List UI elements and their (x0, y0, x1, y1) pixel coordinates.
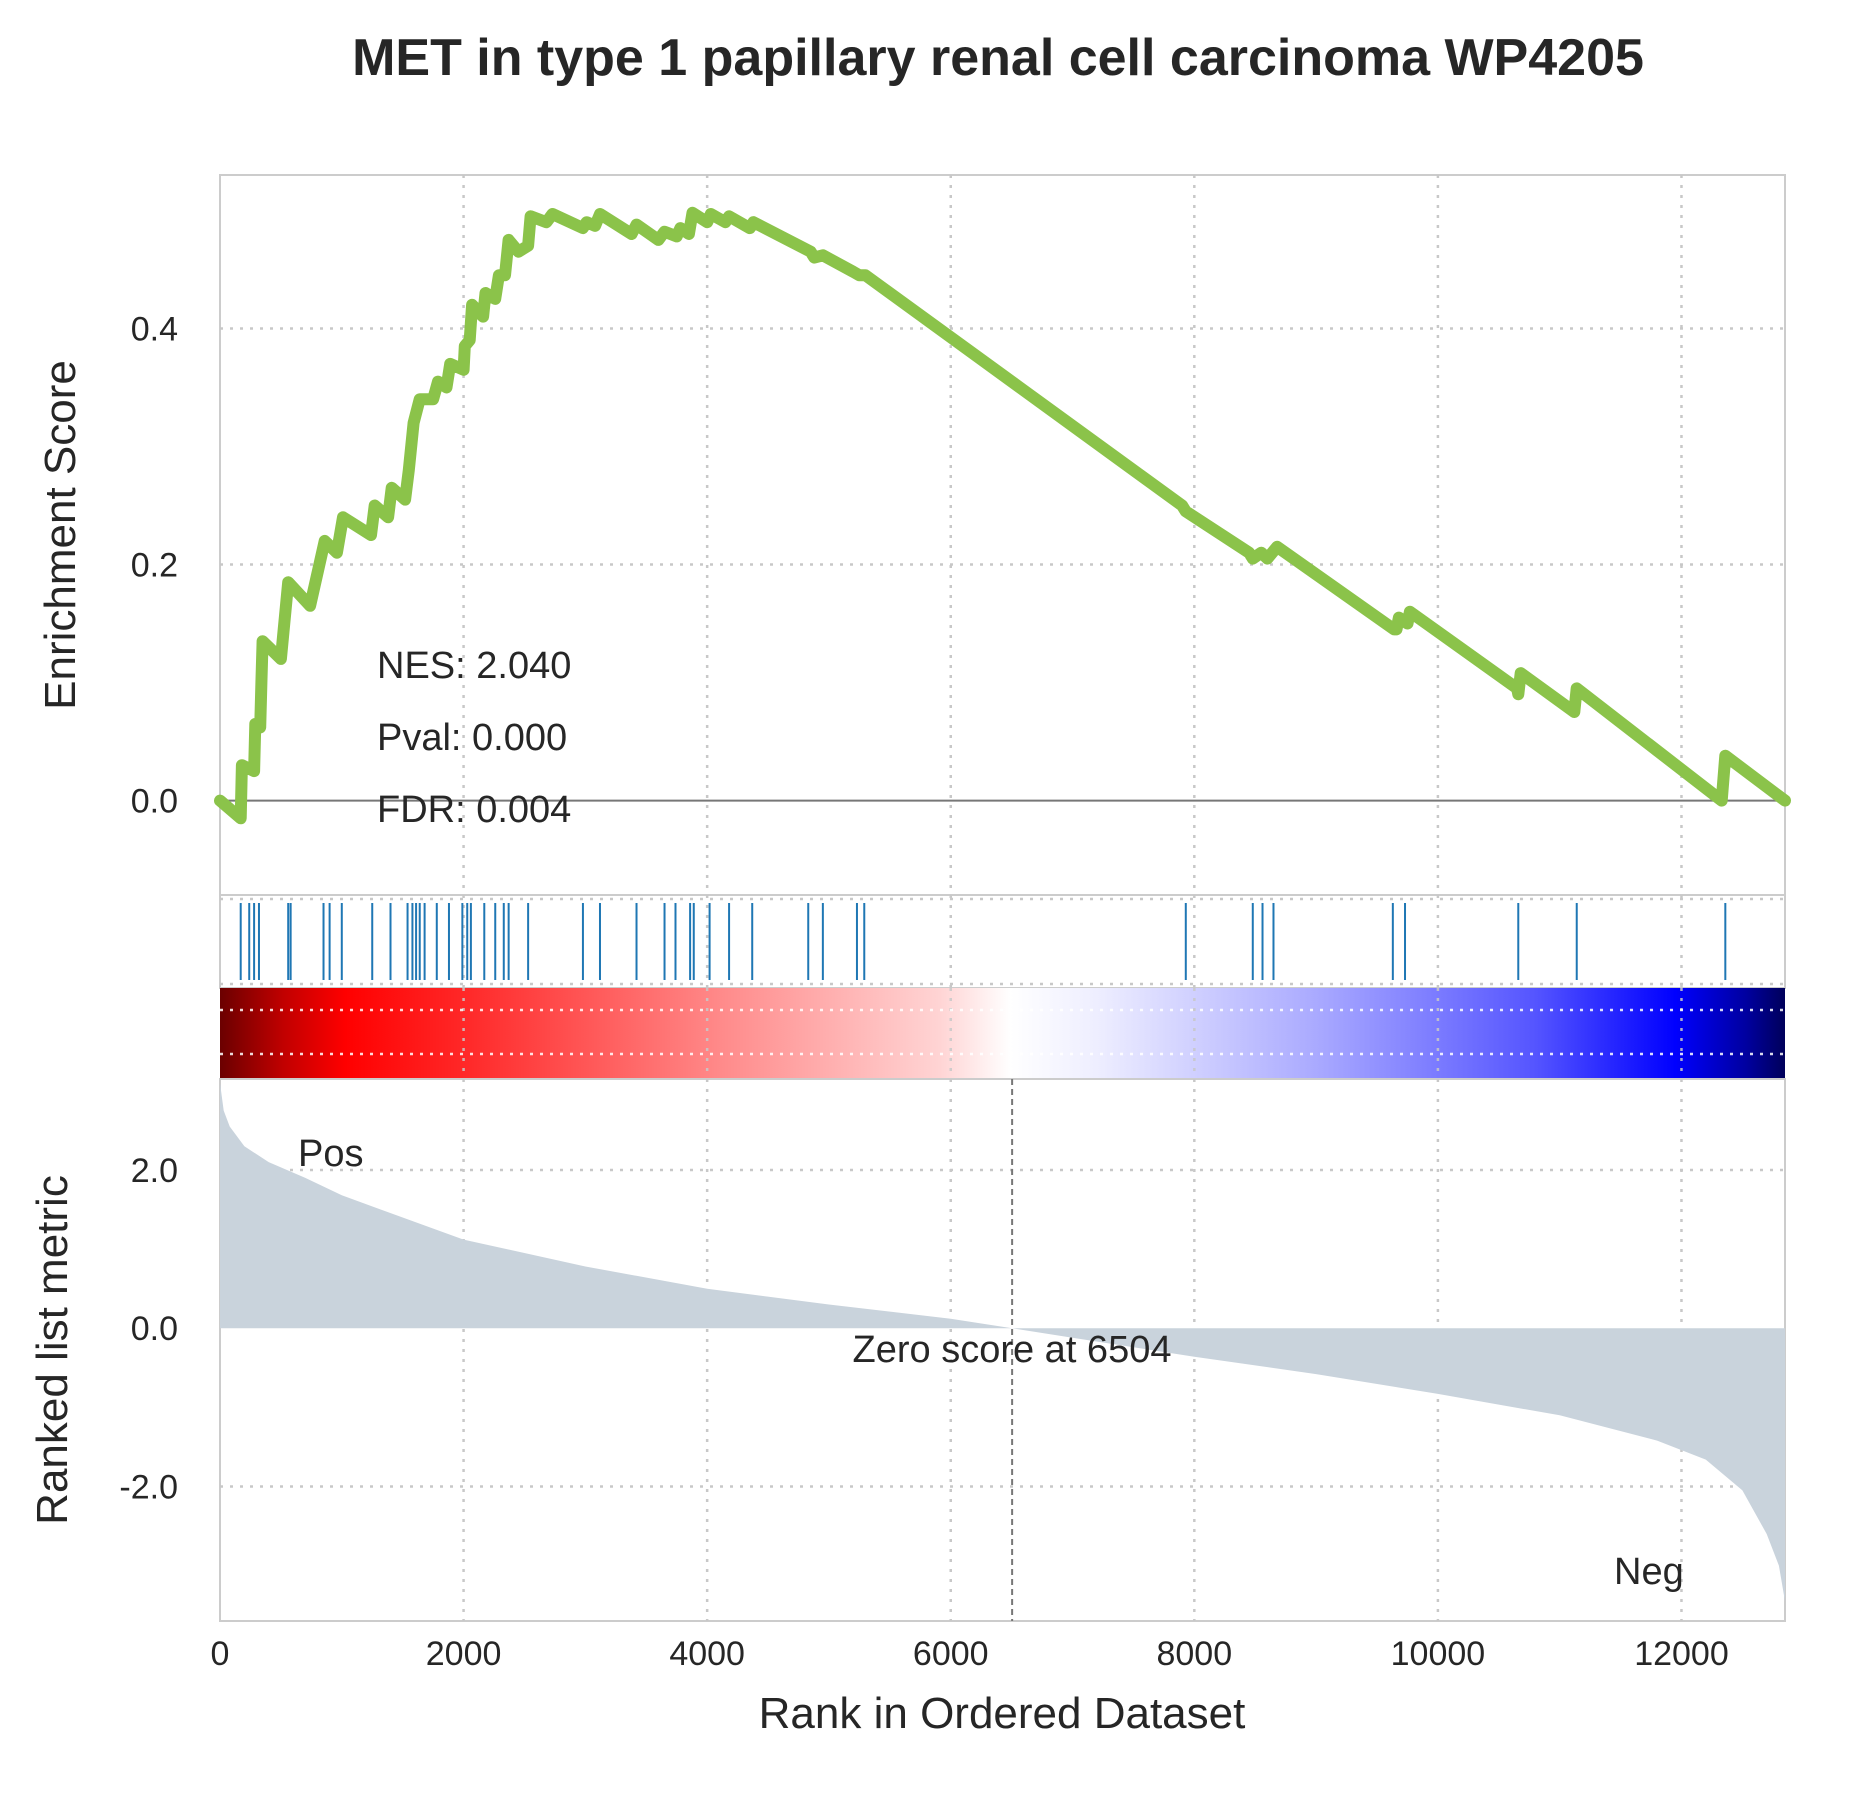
pos-label: Pos (298, 1133, 363, 1175)
enrichment-score-panel: 0.0 0.2 0.4 NES: 2.040 Pval: 0.000 FDR: 0.… (36, 174, 1791, 896)
enrichment-gridlines (220, 175, 1785, 895)
x-tick-label: 12000 (1634, 1635, 1729, 1673)
enrichment-y-tick-label: 0.2 (131, 547, 178, 585)
ranked-gridlines (220, 1079, 1785, 1621)
rank-color-bar-panel (220, 988, 1785, 1079)
x-tick-label: 10000 (1391, 1635, 1486, 1673)
ranked-y-axis-label: Ranked list metric (28, 1175, 77, 1525)
hits-gridlines (220, 895, 1785, 988)
x-tick-label: 0 (211, 1635, 230, 1673)
enrichment-panel-frame (219, 174, 1786, 896)
ranked-y-tick-label: 2.0 (131, 1152, 178, 1190)
x-tick-label: 6000 (913, 1635, 989, 1673)
ranked-metric-panel: 2.0 0.0 -2.0 Pos Neg Zero score at 6504 Ra… (28, 1078, 1786, 1622)
ranked-y-ticks: 2.0 0.0 -2.0 (119, 1152, 178, 1506)
rank-color-bar (220, 988, 1785, 1079)
x-tick-label: 4000 (669, 1635, 745, 1673)
hits-panel-frame (219, 894, 1786, 989)
enrichment-y-axis-label: Enrichment Score (36, 360, 85, 710)
pval-stat: Pval: 0.000 (377, 717, 567, 759)
x-axis-ticks: 0 2000 4000 6000 8000 10000 12000 (211, 1635, 1729, 1673)
x-tick-label: 8000 (1156, 1635, 1232, 1673)
x-tick-label: 2000 (426, 1635, 502, 1673)
nes-stat: NES: 2.040 (377, 645, 571, 687)
enrichment-y-tick-label: 0.4 (131, 310, 178, 348)
color-bar-gridlines (220, 988, 1785, 1079)
ranked-y-tick-label: 0.0 (131, 1310, 178, 1348)
enrichment-y-ticks: 0.0 0.2 0.4 (131, 310, 178, 820)
chart-title: MET in type 1 papillary renal cell carci… (352, 29, 1644, 87)
gene-hit-marks (239, 903, 1727, 980)
neg-label: Neg (1614, 1551, 1684, 1593)
ranked-metric-area (220, 1083, 1785, 1602)
fdr-stat: FDR: 0.004 (377, 789, 571, 831)
x-axis-label: Rank in Ordered Dataset (759, 1689, 1246, 1738)
zero-score-label: Zero score at 6504 (853, 1329, 1172, 1371)
ranked-y-tick-label: -2.0 (119, 1468, 178, 1506)
enrichment-y-tick-label: 0.0 (131, 783, 178, 821)
hits-panel (219, 894, 1786, 989)
running-enrichment-score-line (214, 206, 1791, 825)
